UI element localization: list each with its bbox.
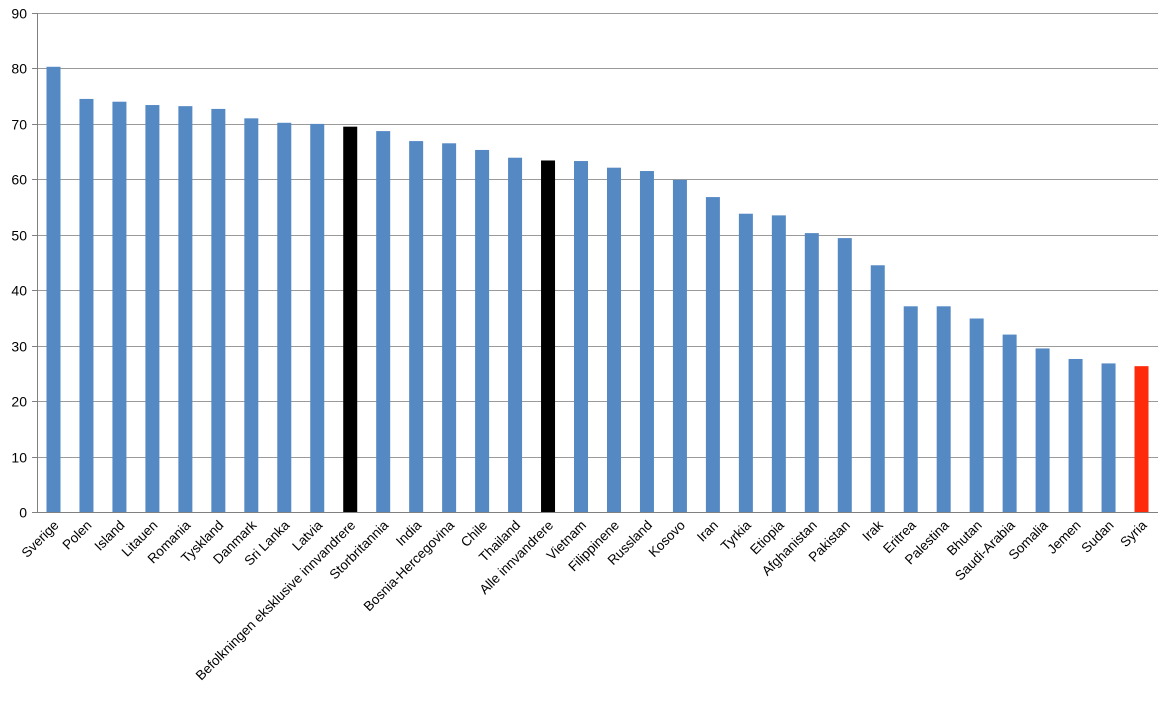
y-tick-label: 50: [11, 228, 27, 244]
bars: [46, 66, 1149, 513]
bar-litauen: [145, 105, 160, 512]
bar-somalia: [1035, 348, 1050, 512]
bar-bosnia-hercegovina: [442, 143, 457, 513]
bar-storbritannia: [376, 131, 391, 512]
bar-india: [409, 141, 424, 512]
bar-vietnam: [574, 161, 589, 513]
bar-alle-innvandrere: [541, 160, 556, 513]
bar-island: [112, 101, 127, 513]
y-tick-label: 80: [11, 61, 27, 77]
x-category-label: Jemen: [1044, 518, 1083, 557]
bar-polen: [79, 98, 94, 512]
bar-befolkningen-eksklusive-innvandrere: [343, 126, 358, 512]
bar-palestina: [936, 306, 951, 512]
x-category-label: Kosovo: [646, 518, 688, 560]
bar-jemen: [1068, 358, 1083, 512]
bar-sverige: [46, 66, 61, 512]
bar-chile: [475, 149, 490, 512]
y-tick-label: 20: [11, 394, 27, 410]
x-category-label: Syria: [1117, 517, 1150, 550]
bar-saudi-arabia: [1002, 334, 1017, 512]
y-tick-label: 10: [11, 450, 27, 466]
x-category-labels: SverigePolenIslandLitauenRomaniaTyskland…: [19, 517, 1150, 683]
x-category-label: Polen: [60, 518, 95, 553]
bar-sudan: [1101, 363, 1116, 512]
bar-syria: [1134, 366, 1149, 512]
y-tick-label: 60: [11, 172, 27, 188]
bar-iran: [705, 197, 720, 512]
bar-danmark: [244, 118, 259, 512]
bar-romania: [178, 106, 193, 513]
y-tick-label: 70: [11, 117, 27, 133]
bar-thailand: [508, 157, 523, 512]
bar-irak: [870, 265, 885, 512]
bar-afghanistan: [804, 233, 819, 513]
x-category-label: Irak: [859, 517, 886, 544]
bar-eritrea: [903, 306, 918, 512]
bar-russland: [639, 171, 654, 512]
bar-pakistan: [837, 238, 852, 512]
y-tick-labels: 0 10 20 30 40 50 60 70 80 90: [11, 6, 27, 521]
x-category-label: Iran: [694, 518, 721, 545]
bar-bhutan: [969, 318, 984, 512]
bar-kosovo: [672, 179, 687, 512]
y-tick-label: 90: [11, 6, 27, 22]
bar-etiopia: [771, 215, 786, 512]
y-tick-label: 0: [19, 505, 27, 521]
bar-sri-lanka: [277, 122, 292, 512]
bar-filippinene: [606, 167, 621, 512]
axes: [32, 13, 1158, 513]
bar-latvia: [310, 123, 325, 512]
y-tick-label: 40: [11, 283, 27, 299]
x-category-label: Sudan: [1078, 518, 1116, 556]
bar-tyskland: [211, 108, 226, 513]
x-category-label: Sverige: [19, 518, 62, 561]
bar-tyrkia: [738, 213, 753, 512]
gridlines: [37, 13, 1158, 458]
y-tick-label: 30: [11, 339, 27, 355]
